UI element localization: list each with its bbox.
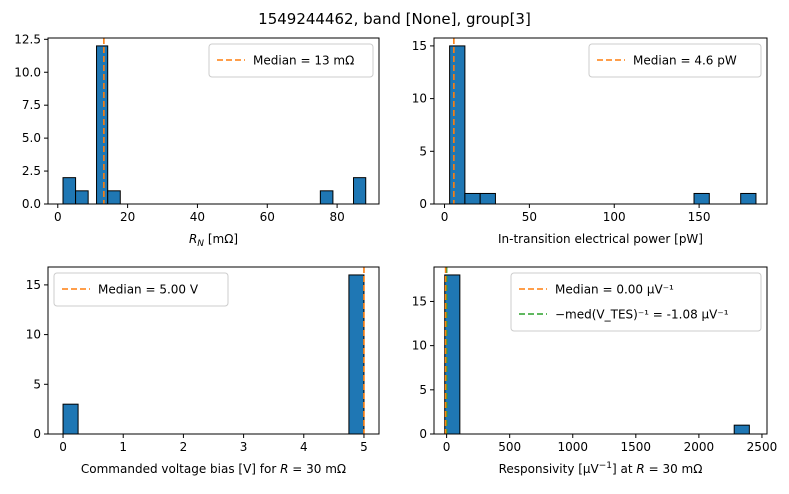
median-lines-group: [444, 267, 448, 434]
histogram-bar: [96, 45, 109, 205]
histogram-bar: [733, 424, 750, 435]
legend: Median = 4.6 pW: [588, 43, 762, 78]
x-axis-label: Responsivity [μV−1] at R = 30 mΩ: [499, 461, 703, 476]
x-tick-label: 2: [180, 440, 188, 454]
x-tick-label: 2500: [747, 440, 778, 454]
histogram-bar: [353, 177, 367, 205]
x-tick-label: 60: [260, 210, 275, 224]
histogram-power: 0 50 100 150 0 5 10 15 In-transition electrical…: [412, 37, 768, 246]
x-tick-label: 0: [443, 440, 451, 454]
x-tick-label: 0: [59, 440, 67, 454]
y-tick-label: 0: [419, 197, 427, 211]
y-tick-label: 15: [412, 39, 427, 53]
legend: Median = 5.00 V: [53, 272, 229, 307]
x-tick-label: 500: [498, 440, 521, 454]
x-tick-label: 2000: [684, 440, 715, 454]
legend-box: [510, 272, 762, 332]
y-tick-label: 0: [419, 427, 427, 441]
figure-title: 1549244462, band [None], group[3]: [258, 10, 531, 28]
x-tick-label: 100: [603, 210, 626, 224]
y-tick-label: 10.0: [14, 65, 41, 79]
legend-box: [208, 43, 374, 78]
axes-frame: [433, 37, 768, 205]
legend-entry-label: Median = 0.00 μV⁻¹: [555, 283, 674, 297]
legend-entry-label: −med(V_TES)⁻¹ = -1.08 μV⁻¹: [555, 308, 729, 322]
axes-frame: [433, 266, 768, 435]
bars-group: [62, 45, 367, 205]
histogram-bar: [449, 45, 466, 205]
x-axis-label: In-transition electrical power [pW]: [498, 232, 703, 246]
x-tick-label: 0: [441, 210, 449, 224]
y-tick-label: 2.5: [22, 164, 41, 178]
y-tick-label: 15: [412, 294, 427, 308]
histogram-voltage-bias: 0 1 2 3 4 5 0 5 10 15 Commanded voltage bias [V] …: [26, 266, 380, 476]
axes-frame: [47, 266, 380, 435]
histogram-bar: [740, 192, 757, 205]
y-tick-label: 10: [412, 339, 427, 353]
x-tick-label: 1: [119, 440, 127, 454]
ticks-group: 0 50 100 150 0 5 10 15: [412, 39, 711, 224]
legend-box: [53, 272, 229, 307]
histogram-bar: [107, 190, 121, 205]
x-tick-label: 0: [54, 210, 62, 224]
legend-box: [588, 43, 762, 78]
histogram-resistance: 0 20 40 60 80 0.0 2.5 5.0 7.5 10.0 12.5 RN [mΩ] Me…: [14, 32, 380, 249]
y-tick-label: 10: [26, 328, 41, 342]
axes-frame: [47, 37, 380, 205]
y-tick-label: 5.0: [22, 131, 41, 145]
histogram-responsivity: 0 500 1000 1500 2000 2500 0 5 10 15 Responsivity …: [412, 266, 778, 476]
y-tick-label: 0.0: [22, 197, 41, 211]
x-tick-label: 40: [190, 210, 205, 224]
y-tick-label: 5: [419, 144, 427, 158]
y-tick-label: 15: [26, 278, 41, 292]
legend-entry-label: Median = 5.00 V: [98, 283, 199, 297]
ticks-group: 0 1 2 3 4 5 0 5 10 15: [26, 278, 368, 454]
bars-group: [444, 274, 750, 435]
y-tick-label: 7.5: [22, 98, 41, 112]
x-tick-label: 1000: [557, 440, 588, 454]
y-tick-label: 5: [419, 383, 427, 397]
x-tick-label: 20: [120, 210, 135, 224]
x-tick-label: 5: [360, 440, 368, 454]
y-tick-label: 12.5: [14, 32, 41, 46]
x-tick-label: 50: [522, 210, 537, 224]
ticks-group: 0 20 40 60 80 0.0 2.5 5.0 7.5 10.0 12.5: [14, 32, 344, 224]
x-tick-label: 150: [688, 210, 711, 224]
x-axis-label: Commanded voltage bias [V] for R = 30 mΩ: [81, 462, 346, 476]
legend-entry-label: Median = 13 mΩ: [253, 54, 354, 68]
histogram-bar: [464, 192, 481, 205]
x-tick-label: 4: [300, 440, 308, 454]
legend-entry-label: Median = 4.6 pW: [633, 54, 737, 68]
histogram-bar: [75, 190, 89, 205]
x-tick-label: 1500: [621, 440, 652, 454]
histogram-bar: [479, 192, 496, 205]
y-tick-label: 10: [412, 92, 427, 106]
y-tick-label: 5: [33, 377, 41, 391]
x-tick-label: 80: [329, 210, 344, 224]
histogram-bar: [319, 190, 334, 205]
histogram-bar: [62, 403, 79, 435]
histogram-bar: [62, 177, 77, 205]
ticks-group: 0 500 1000 1500 2000 2500 0 5 10 15: [412, 294, 778, 454]
histogram-bar: [348, 274, 365, 435]
legend: Median = 13 mΩ: [208, 43, 374, 78]
x-axis-label: RN [mΩ]: [189, 232, 238, 249]
legend: Median = 0.00 μV⁻¹ −med(V_TES)⁻¹ = -1.08 …: [510, 272, 762, 332]
histogram-bar: [693, 192, 710, 205]
x-tick-label: 3: [240, 440, 248, 454]
y-tick-label: 0: [33, 427, 41, 441]
